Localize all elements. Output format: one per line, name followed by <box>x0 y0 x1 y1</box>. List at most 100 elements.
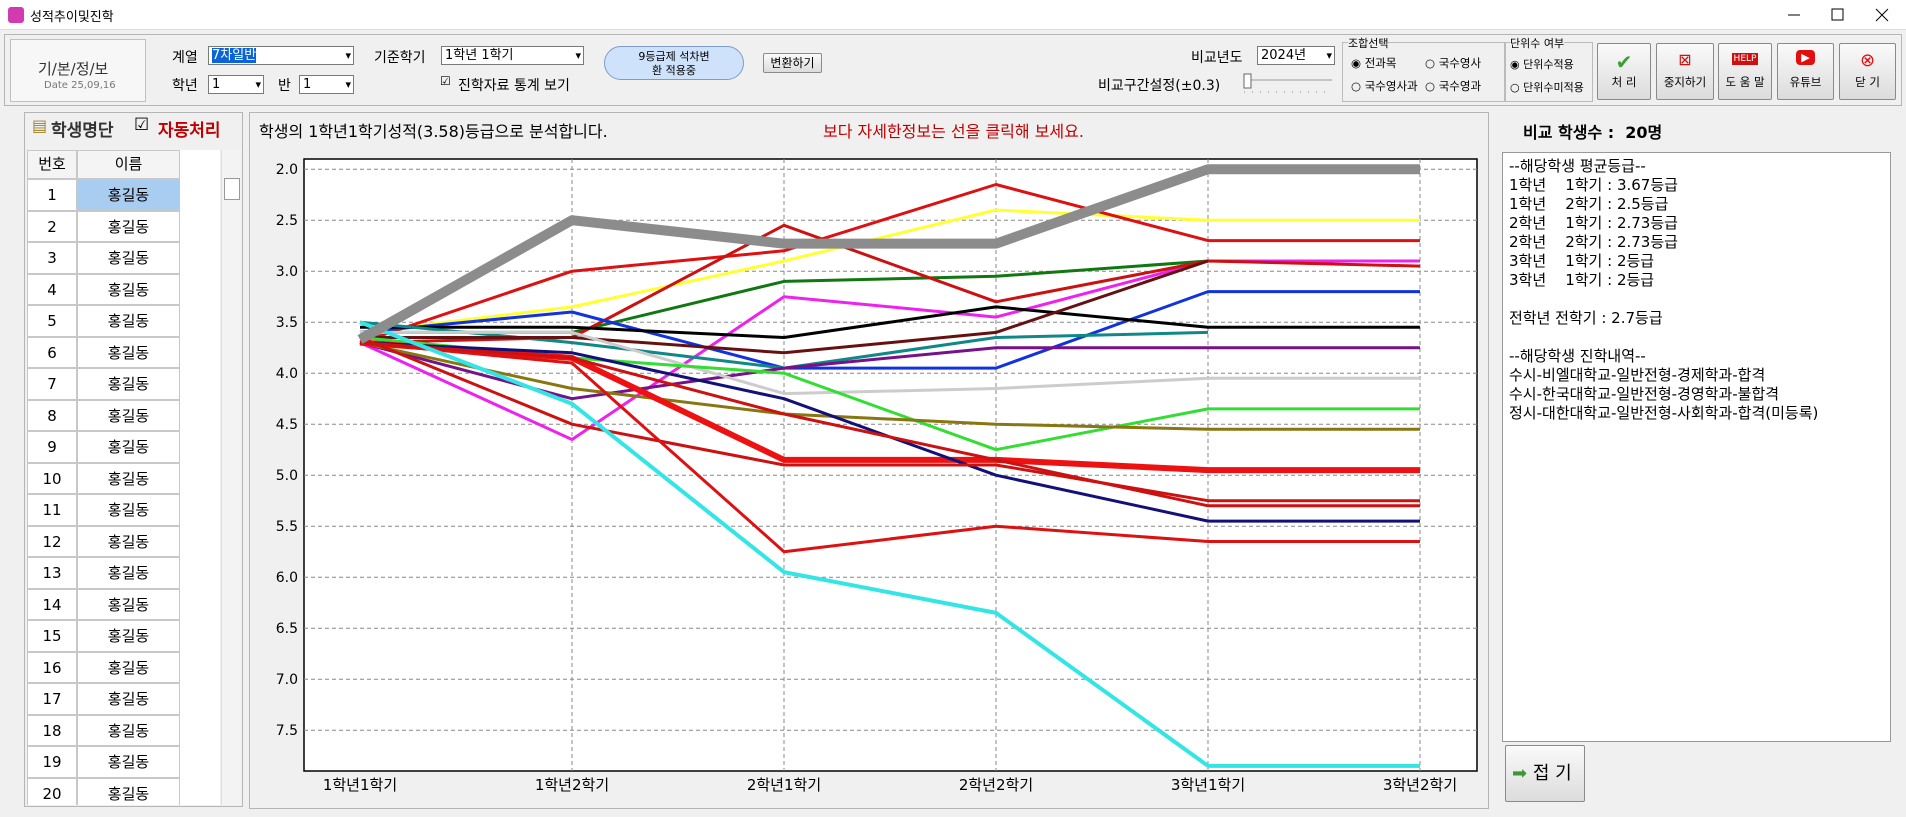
radio-label: 전과목 <box>1364 56 1397 70</box>
student-table: 번호 이름 1 홍길동 2 홍길동 3 홍길동 4 홍길동 5 홍길동 6 홍길동 7 홍길동 8 홍길동 9 홍길동… <box>27 150 220 805</box>
table-cell: 12 <box>27 525 77 557</box>
series-line <box>359 341 1420 508</box>
table-cell: 홍길동 <box>77 368 180 400</box>
series-line <box>359 341 1420 431</box>
table-cell: 13 <box>27 557 77 589</box>
radio-label: 국수영과 <box>1438 79 1482 93</box>
detail-line: 3학년 1학기 : 2등급 <box>1509 271 1655 289</box>
table-cell[interactable]: 홍길동 <box>77 179 180 211</box>
checkbox[interactable]: ☑ <box>440 74 451 88</box>
arrow-icon: ➡ <box>1512 763 1528 784</box>
table-cell[interactable]: 1 <box>27 179 77 211</box>
table-cell: 홍길동 <box>77 714 180 746</box>
table-cell: 홍길동 <box>77 494 180 526</box>
table-cell: 홍길동 <box>77 557 180 589</box>
table-cell: 홍길동 <box>77 336 180 368</box>
notice-cloud: 9등급제 석차변환 적용중 <box>604 46 744 80</box>
range-slider[interactable] <box>1240 72 1336 96</box>
app-icon <box>8 7 24 23</box>
detail-line: 2학년 1학기 : 2.73등급 <box>1509 214 1678 232</box>
table-cell: 홍길동 <box>77 683 180 715</box>
label: 비교구간설정(±0.3) <box>1098 78 1221 94</box>
combo-group <box>1342 42 1505 102</box>
tool-button[interactable]: ✔ 처 리 <box>1597 43 1651 100</box>
radio[interactable]: ○ 단위수미적용 <box>1510 81 1584 94</box>
x-tick-label: 1학년2학기 <box>535 776 609 794</box>
table-cell: 14 <box>27 588 77 620</box>
table-header: 번호 <box>27 150 77 179</box>
table-cell: 2 <box>27 210 77 242</box>
tool-button[interactable]: ▶ 유튜브 <box>1777 43 1834 100</box>
analysis-message: 학생의 1학년1학기성적(3.58)등급으로 분석합니다. <box>259 122 608 141</box>
class-select[interactable]: 1 <box>299 75 354 94</box>
y-tick-label: 7.0 <box>276 672 298 688</box>
grade-select[interactable]: 1 <box>208 75 264 94</box>
label: 반 <box>278 78 291 94</box>
label: 기준학기 <box>374 50 426 66</box>
table-cell: 홍길동 <box>77 746 180 778</box>
table-cell: 3 <box>27 242 77 274</box>
series-line <box>357 164 1420 344</box>
logo-box <box>10 39 146 102</box>
series-line <box>360 259 1209 355</box>
table-cell: 9 <box>27 431 77 463</box>
table-cell: 홍길동 <box>77 462 180 494</box>
tool-button[interactable]: ⊠ 중지하기 <box>1656 43 1714 100</box>
table-cell: 7 <box>27 368 77 400</box>
y-tick-label: 5.5 <box>276 519 298 535</box>
y-tick-label: 6.5 <box>276 621 298 637</box>
scrollbar[interactable] <box>221 150 241 805</box>
series-line <box>359 183 1420 345</box>
button-icon: HELP <box>1731 53 1759 65</box>
radio[interactable]: ○ 국수영과 <box>1425 79 1482 93</box>
year-select[interactable]: 2024년 <box>1257 46 1335 65</box>
table-cell: 홍길동 <box>77 620 180 652</box>
series-line <box>360 330 1420 396</box>
detail-line: 1학년 2학기 : 2.5등급 <box>1509 195 1669 213</box>
window-title: 성적추이및진학 <box>30 10 114 25</box>
radio-label: 단위수미적용 <box>1523 81 1584 94</box>
group-title: 조합선택 <box>1348 35 1389 51</box>
y-tick-label: 4.5 <box>276 417 298 433</box>
tool-button[interactable]: HELP 도 움 말 <box>1718 43 1772 100</box>
table-cell: 8 <box>27 399 77 431</box>
table-cell: 20 <box>27 777 77 805</box>
label: 계열 <box>172 50 198 66</box>
date: Date 25,09,16 <box>44 80 116 91</box>
button-label: 도 움 말 <box>1725 75 1765 89</box>
y-tick-label: 5.0 <box>276 468 298 484</box>
radio-label: 국수영사 <box>1438 56 1482 70</box>
window-controls[interactable] <box>1780 0 1906 30</box>
table-cell: 홍길동 <box>77 273 180 305</box>
label: 학년 <box>172 78 198 94</box>
y-tick-label: 2.5 <box>276 213 298 229</box>
button-label: 유튜브 <box>1789 75 1822 89</box>
detail-line: 전학년 전학기 : 2.7등급 <box>1509 309 1663 327</box>
table-cell: 홍길동 <box>77 399 180 431</box>
table-cell: 홍길동 <box>77 588 180 620</box>
radio[interactable]: ○ 국수영사과 <box>1351 79 1418 93</box>
button-label: 중지하기 <box>1663 75 1707 89</box>
radio[interactable]: ◉ 단위수적용 <box>1510 58 1574 71</box>
term-select[interactable]: 1학년 1학기 <box>441 46 584 65</box>
convert-button[interactable]: 변환하기 <box>763 53 822 73</box>
series-line <box>359 208 1420 334</box>
detail-line: 1학년 1학기 : 3.67등급 <box>1509 176 1678 194</box>
detail-line: 2학년 2학기 : 2.73등급 <box>1509 233 1678 251</box>
scroll-thumb[interactable] <box>224 178 240 200</box>
title-bar: 성적추이및진학 <box>0 0 1906 30</box>
table-cell: 15 <box>27 620 77 652</box>
radio[interactable]: ○ 국수영사 <box>1425 56 1482 70</box>
radio-label: 단위수적용 <box>1523 58 1574 71</box>
track-select[interactable]: 7차일반 <box>208 46 354 65</box>
tool-button[interactable]: ⊗ 닫 기 <box>1839 43 1896 100</box>
checkbox[interactable]: ☑ <box>134 115 150 135</box>
fold-button[interactable]: ➡ 접 기 <box>1505 745 1585 802</box>
select-value: 7차일반 <box>212 48 257 63</box>
checkbox-label: 자동처리 <box>158 121 221 141</box>
detail-line: 수시-한국대학교-일반전형-경영학과-불합격 <box>1509 385 1780 403</box>
radio[interactable]: ◉ 전과목 <box>1351 56 1397 70</box>
table-cell: 6 <box>27 336 77 368</box>
table-cell: 16 <box>27 651 77 683</box>
